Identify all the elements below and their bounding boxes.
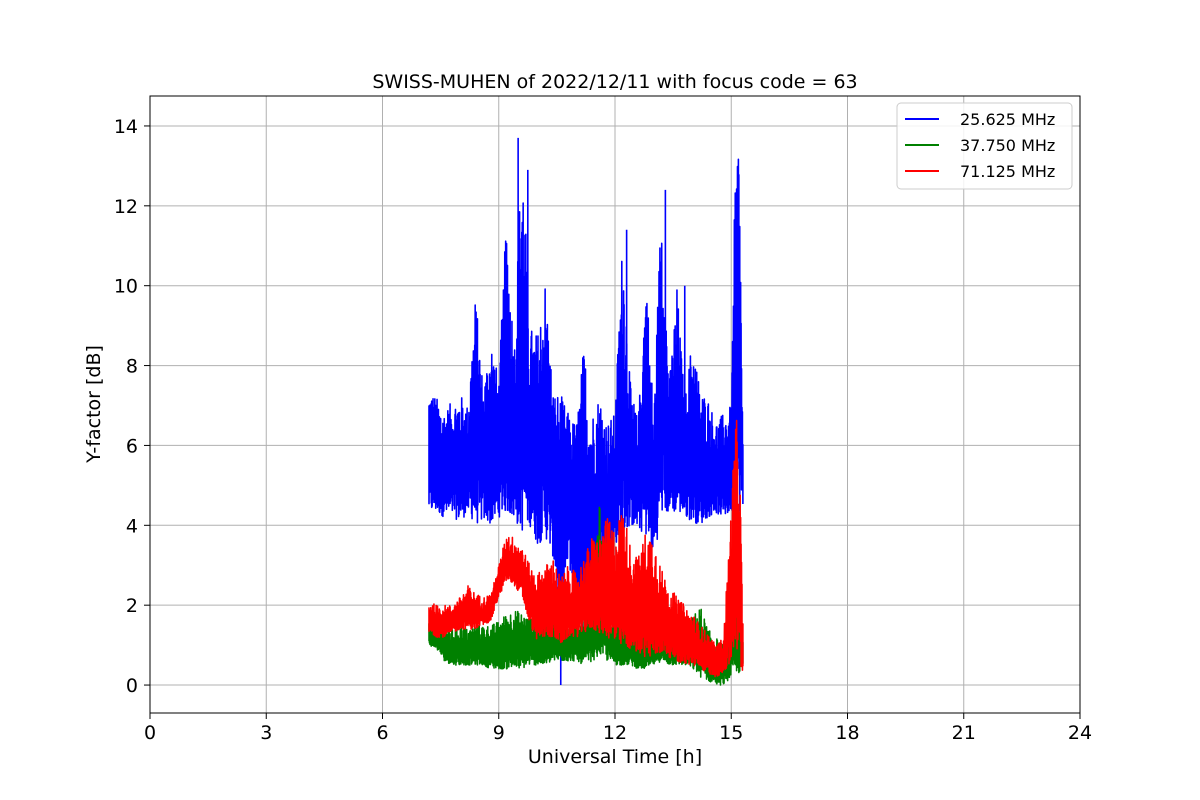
series-line-2	[428, 419, 744, 678]
x-tick-label: 9	[493, 722, 505, 744]
x-axis-label: Universal Time [h]	[528, 746, 702, 768]
y-axis-label: Y-factor [dB]	[83, 345, 105, 464]
y-tick-label: 6	[126, 435, 138, 457]
x-tick-label: 24	[1068, 722, 1092, 744]
x-tick-label: 6	[376, 722, 388, 744]
x-tick-label: 18	[835, 722, 859, 744]
legend-label: 71.125 MHz	[960, 162, 1055, 181]
x-tick-label: 12	[603, 722, 627, 744]
y-tick-label: 12	[114, 196, 138, 218]
y-tick-label: 2	[126, 595, 138, 617]
legend-label: 25.625 MHz	[960, 110, 1055, 129]
legend-box	[896, 102, 1073, 190]
legend: 25.625 MHz 37.750 MHz 71.125 MHz	[896, 102, 1073, 190]
y-tick-label: 0	[126, 675, 138, 697]
y-tick-label: 10	[114, 276, 138, 298]
legend-label: 37.750 MHz	[960, 136, 1055, 155]
y-tick-label: 14	[114, 116, 138, 138]
data-layer	[428, 137, 744, 686]
y-tick-label: 8	[126, 356, 138, 378]
x-tick-label: 21	[952, 722, 976, 744]
chart-title: SWISS-MUHEN of 2022/12/11 with focus cod…	[372, 71, 857, 93]
x-tick-label: 3	[260, 722, 272, 744]
x-tick-label: 15	[719, 722, 743, 744]
x-axis: 0 3 6 9 12 15 18 21 24	[144, 713, 1092, 744]
y-tick-label: 4	[126, 515, 138, 537]
x-tick-label: 0	[144, 722, 156, 744]
y-axis: 0 2 4 6 8 10 12 14	[114, 116, 150, 697]
